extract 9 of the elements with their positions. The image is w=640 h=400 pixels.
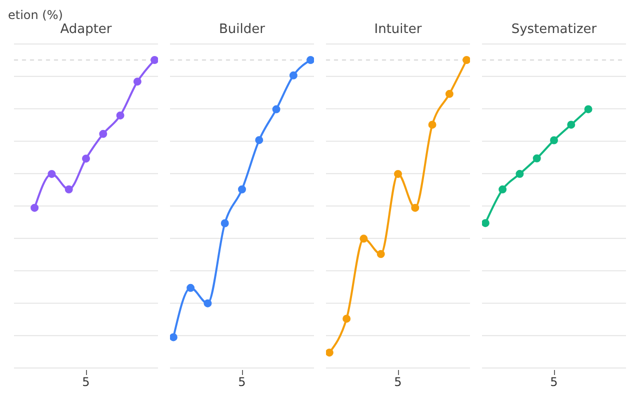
y-axis-title: etion (%) xyxy=(8,8,63,22)
chart-title: Systematizer xyxy=(510,22,598,39)
chart-title: Adapter xyxy=(59,22,113,39)
text: 5 xyxy=(81,375,91,389)
chart-title: Intuiter xyxy=(373,22,423,39)
chart-title: Builder xyxy=(218,22,266,39)
text: 5 xyxy=(549,375,559,389)
text: 5 xyxy=(237,375,247,389)
text: 5 xyxy=(393,375,403,389)
